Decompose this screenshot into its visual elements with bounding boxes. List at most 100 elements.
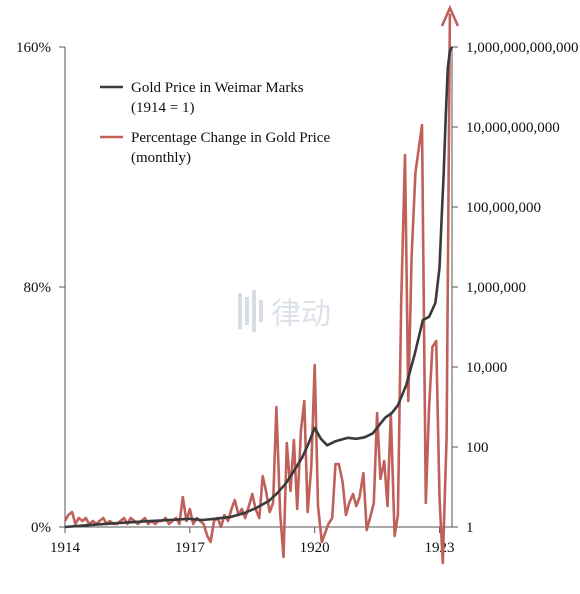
gold-price-point [189,518,191,520]
pct-change-point [71,511,73,513]
gold-price-point [320,438,322,440]
pct-change-point [220,526,222,528]
pct-change-point [227,520,229,522]
pct-change-point [321,541,323,543]
legend-label-sub: (monthly) [131,150,191,166]
pct-change-point [147,523,149,525]
gold-price-point [255,507,257,509]
pct-change-point [411,256,413,258]
pct-change-point [425,502,427,504]
pct-change-point [300,430,302,432]
gold-price-point [284,483,287,485]
gold-price-point [355,438,357,440]
gold-price-point [364,436,366,438]
gold-price-point [293,470,295,472]
pct-change-point [293,439,295,441]
legend-label-sub: (1914 = 1) [131,100,194,116]
pct-change-point [386,505,389,507]
pct-change-point [303,400,305,402]
pct-change-point [275,406,277,408]
gold-price-point [106,523,108,525]
gold-price-point [422,319,424,321]
pct-change-arrowhead [440,4,460,27]
gold-price-point [434,302,436,304]
gold-price-point [168,519,170,521]
pct-change-point [144,517,146,519]
pct-change-point [165,517,167,519]
pct-change-point [327,523,329,525]
pct-change-point [182,496,184,498]
gold-price-point [64,526,66,528]
axes: 0% 80% 160% 1 100 10,000 1,000,000 100,000,000 1… [16,40,579,556]
pct-change-point [85,517,87,519]
right-y-tick-label: 10,000,000,000 [466,120,560,136]
x-tick-label: 1923 [425,540,455,556]
pct-change-point [230,508,233,510]
pct-change-point [394,535,396,537]
gold-price-point [372,432,374,434]
pct-change-point [449,13,451,15]
pct-change-point [345,514,347,516]
pct-change-point [189,508,191,510]
pct-change-point [286,442,288,444]
pct-change-point [74,523,76,525]
pct-change-point [397,514,399,516]
gold-price-point [268,500,270,502]
gold-price-point [441,218,443,220]
right-y-tick-label: 1 [466,520,474,536]
left-y-tick-label: 160% [16,40,51,56]
pct-change-point [210,541,212,543]
series-line-gold-price [64,46,454,529]
pct-change-point [92,520,94,522]
legend: Gold Price in Weimar Marks (1914 = 1) Perc… [100,80,330,166]
gold-price-point [438,267,441,269]
pct-change-point [352,493,354,495]
gold-price-point [334,440,337,442]
pct-change-point [262,475,264,477]
gold-price-point [307,443,309,445]
pct-change-point [137,523,139,525]
pct-change-point [234,499,236,501]
pct-change-point [338,463,340,465]
gold-price-point [405,384,407,386]
pct-change-point [421,124,423,126]
pct-change-point [428,406,430,408]
pct-change-point [404,154,406,156]
pct-change-point [265,490,267,492]
series-line-percentage-change [63,13,452,565]
pct-change-point [379,478,381,480]
pct-change-point [310,466,312,468]
gold-price-point [326,444,328,446]
pct-change-point [269,511,271,513]
left-y-tick-label: 0% [31,520,51,536]
pct-change-point [123,517,125,519]
gold-price-point [301,456,303,458]
pct-change-point [130,517,132,519]
left-y-tick-label: 80% [24,280,52,296]
pct-change-point [348,502,350,504]
pct-change-point [272,502,274,504]
gold-price-point [201,519,203,521]
pct-change-point [78,517,80,519]
watermark-logo [238,290,263,332]
gold-price-point [243,512,245,514]
pct-change-point [64,520,66,522]
pct-change-point [307,511,309,513]
pct-change-point [342,481,344,483]
pct-change-point [109,520,111,522]
pct-change-point [154,523,156,525]
pct-change-point [317,505,319,507]
gold-price-point [397,404,399,406]
pct-change-point [373,502,375,504]
gold-price-point [445,114,447,116]
pct-change-point [438,496,441,498]
pct-change-point [334,463,337,465]
gold-price-point [413,354,416,356]
gold-price-point [314,427,316,429]
pct-change-point [185,520,188,522]
pct-change-point [314,364,316,366]
right-y-tick-label: 100,000,000 [466,200,541,216]
pct-change-point [407,400,409,402]
gold-price-point [384,416,386,418]
